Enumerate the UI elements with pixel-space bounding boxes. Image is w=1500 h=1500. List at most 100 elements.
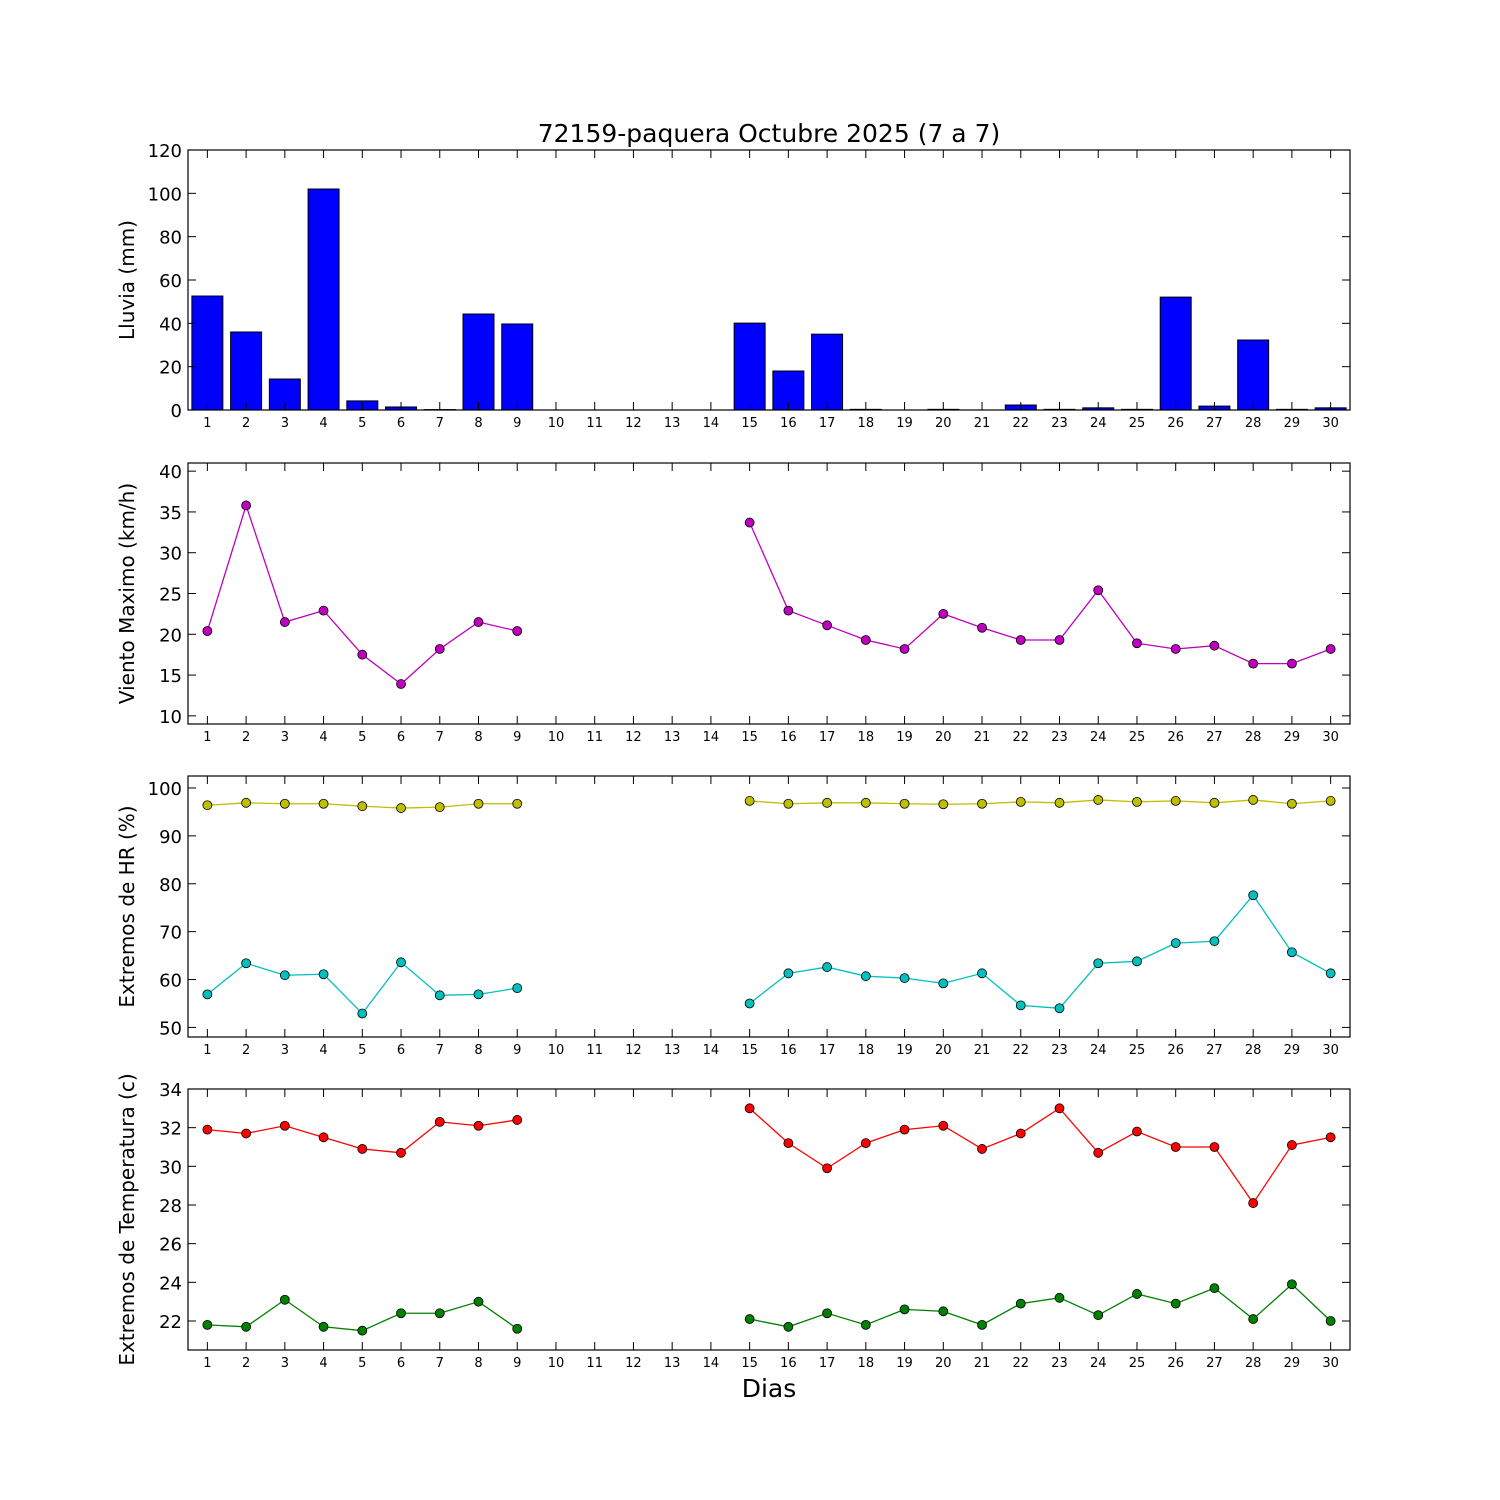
x-tick-label: 30 [1322, 1043, 1339, 1058]
series-line [749, 1283, 1332, 1328]
y-tick-label: 20 [159, 625, 182, 646]
x-tick-label: 20 [935, 416, 952, 431]
x-tick-label: 24 [1090, 1356, 1107, 1371]
data-point [783, 968, 794, 979]
y-tick-label: 70 [159, 923, 182, 944]
bar [811, 333, 844, 411]
data-point [434, 644, 445, 654]
x-tick-label: 25 [1129, 1356, 1146, 1371]
data-point [1209, 797, 1220, 808]
x-tick-label: 9 [513, 730, 521, 745]
x-tick-label: 23 [1051, 416, 1068, 431]
x-tick-label: 6 [397, 1356, 405, 1371]
data-point [241, 797, 252, 808]
data-point [977, 622, 987, 633]
series-hr-maxima [202, 795, 1336, 813]
x-tick-label: 2 [242, 1356, 250, 1371]
x-tick-label: 17 [819, 1356, 836, 1371]
data-point [1325, 1316, 1336, 1326]
data-point [1132, 638, 1142, 649]
x-tick-label: 9 [513, 1043, 521, 1058]
data-point [241, 1321, 252, 1332]
x-tick-label: 21 [974, 1043, 991, 1058]
x-tick-label: 20 [935, 730, 952, 745]
data-point [1054, 1103, 1065, 1114]
data-point [860, 1138, 871, 1149]
x-tick-label: 1 [203, 416, 211, 431]
data-point [279, 617, 290, 627]
x-tick-label: 14 [703, 1356, 720, 1371]
data-point [783, 605, 794, 616]
y-tick-label: 22 [159, 1312, 182, 1333]
data-point [1170, 644, 1181, 654]
x-tick-label: 4 [319, 416, 327, 431]
data-point [1325, 968, 1336, 979]
x-tick-label: 13 [664, 730, 681, 745]
x-axis-label: Dias [742, 1374, 797, 1403]
x-tick-label: 15 [741, 416, 758, 431]
data-point [357, 1144, 368, 1154]
x-tick-label: 27 [1206, 416, 1223, 431]
data-point [1248, 658, 1259, 669]
y-tick-label: 20 [159, 358, 182, 379]
data-point [512, 983, 523, 994]
x-tick-label: 24 [1090, 1043, 1107, 1058]
x-tick-label: 29 [1284, 1356, 1301, 1371]
series-line [749, 1107, 1331, 1205]
x-tick-label: 25 [1129, 416, 1146, 431]
x-tick-label: 18 [858, 1043, 875, 1058]
data-point [357, 801, 368, 812]
data-point [1170, 1142, 1181, 1152]
data-point [860, 1319, 871, 1330]
series-hr-minima [202, 890, 1336, 1019]
x-tick-label: 19 [896, 1043, 913, 1058]
data-point [396, 1147, 406, 1158]
x-tick-label: 5 [358, 1356, 366, 1371]
data-point [783, 798, 794, 809]
data-point [318, 798, 329, 809]
data-point [1054, 635, 1065, 645]
data-point [1248, 890, 1259, 901]
x-tick-label: 19 [896, 730, 913, 745]
data-point [1325, 796, 1336, 806]
y-axis-label: Extremos de Temperatura (c) [115, 1073, 139, 1365]
x-tick-label: 11 [586, 416, 603, 431]
x-tick-label: 23 [1051, 1043, 1068, 1058]
axes-frame [187, 462, 1351, 725]
axes-frame [187, 775, 1351, 1038]
x-tick-label: 28 [1245, 730, 1262, 745]
x-tick-label: 11 [586, 1043, 603, 1058]
x-tick-label: 15 [741, 730, 758, 745]
data-point [434, 1116, 445, 1127]
data-point [1287, 658, 1297, 669]
data-point [1209, 640, 1220, 651]
data-point [1015, 1000, 1026, 1011]
x-tick-label: 18 [858, 1356, 875, 1371]
x-tick-label: 11 [586, 1356, 603, 1371]
x-tick-label: 17 [819, 1043, 836, 1058]
data-point [473, 798, 484, 809]
data-point [357, 649, 368, 660]
data-point [241, 500, 252, 511]
y-tick-label: 60 [159, 971, 182, 992]
x-tick-label: 30 [1322, 416, 1339, 431]
data-point [279, 970, 290, 981]
data-point [744, 796, 755, 806]
y-tick-label: 10 [159, 707, 182, 728]
data-point [202, 1124, 213, 1135]
series-line [749, 522, 1331, 665]
data-point [473, 1296, 484, 1307]
data-point [1248, 1198, 1259, 1208]
x-tick-label: 23 [1051, 730, 1068, 745]
x-tick-label: 14 [703, 1043, 720, 1058]
x-tick-label: 21 [974, 1356, 991, 1371]
data-point [1325, 644, 1336, 654]
x-tick-label: 29 [1284, 1043, 1301, 1058]
series-lluvia [191, 188, 1347, 411]
y-tick-label: 28 [159, 1196, 182, 1217]
y-axis-label: Extremos de HR (%) [115, 805, 139, 1007]
data-point [202, 989, 213, 1000]
data-point [938, 799, 949, 810]
x-tick-label: 12 [625, 1043, 642, 1058]
